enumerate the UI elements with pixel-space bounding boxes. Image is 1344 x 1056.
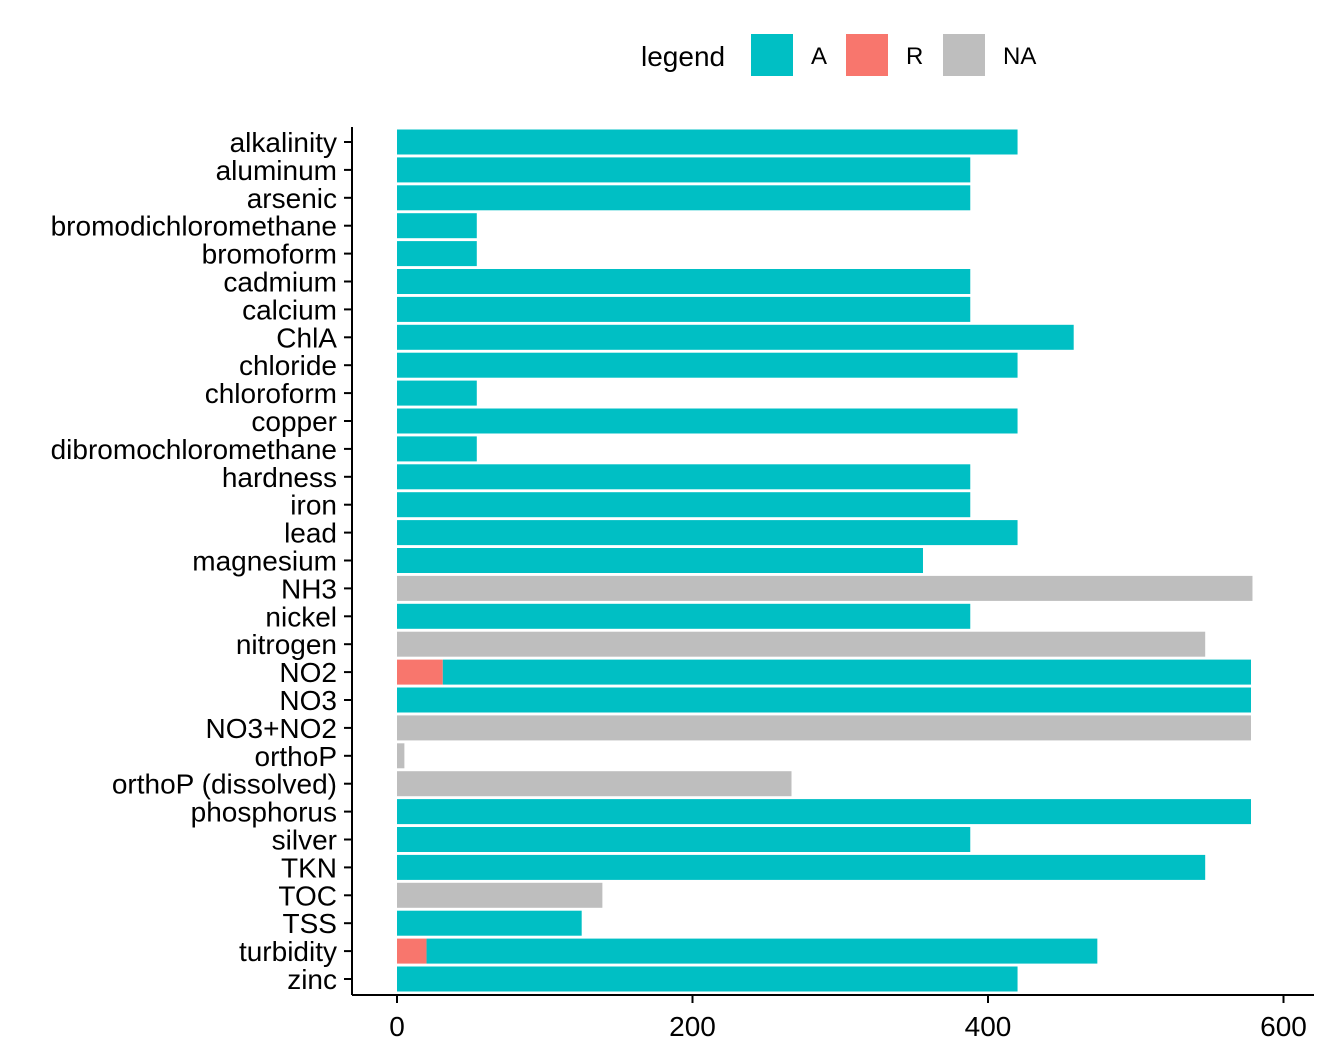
bar-orthop-na — [397, 743, 405, 769]
y-tick-label: bromoform — [202, 239, 337, 270]
bar-calcium-a — [397, 296, 971, 322]
y-tick-label: zinc — [287, 964, 337, 995]
bar-alkalinity-a — [397, 129, 1018, 155]
bar-nitrogen-na — [397, 631, 1206, 657]
bar-bromodichloromethane-a — [397, 213, 477, 239]
legend-label-a: A — [811, 43, 827, 70]
y-tick-label: NO3+NO2 — [206, 713, 338, 744]
bar-no3-no2-na — [397, 715, 1251, 741]
y-tick-label: cadmium — [223, 267, 337, 298]
y-tick-label: iron — [290, 490, 337, 521]
y-tick-label: orthoP (dissolved) — [112, 769, 337, 800]
y-tick-label: phosphorus — [191, 797, 337, 828]
x-tick-label: 0 — [389, 1011, 405, 1042]
y-tick-label: copper — [251, 406, 337, 437]
bar-copper-a — [397, 408, 1018, 434]
y-tick-label: aluminum — [216, 155, 337, 186]
bar-cadmium-a — [397, 269, 971, 294]
x-tick-label: 600 — [1260, 1011, 1307, 1042]
y-axis: alkalinityaluminumarsenicbromodichlorome… — [51, 127, 353, 995]
y-tick-label: arsenic — [247, 183, 337, 214]
legend-label-na: NA — [1003, 43, 1036, 70]
y-tick-label: turbidity — [239, 936, 337, 967]
bar-tkn-a — [397, 854, 1206, 880]
bar-phosphorus-a — [397, 799, 1251, 825]
y-tick-label: dibromochloromethane — [51, 434, 337, 465]
bar-no3-a — [397, 687, 1251, 713]
bar-nickel-a — [397, 603, 971, 629]
bar-silver-a — [397, 827, 971, 852]
legend-key-a — [751, 34, 793, 76]
y-tick-label: magnesium — [192, 546, 337, 577]
bar-turbidity-r — [397, 938, 427, 964]
x-axis: 0 200 400 600 — [352, 994, 1314, 1042]
bar-zinc-a — [397, 966, 1018, 992]
y-tick-label: TOC — [278, 880, 337, 911]
y-tick-label: TSS — [283, 908, 337, 939]
bar-tss-a — [397, 910, 582, 936]
y-tick-label: bromodichloromethane — [51, 211, 337, 242]
x-tick-label: 200 — [669, 1011, 716, 1042]
bar-turbidity-a — [426, 938, 1098, 964]
bar-orthop-dissolved-na — [397, 771, 792, 797]
y-tick-label: chloride — [239, 350, 337, 381]
legend: legend A R NA — [641, 34, 1036, 76]
y-tick-label: ChlA — [276, 322, 337, 353]
y-tick-label: NO2 — [279, 657, 337, 688]
y-tick-label: silver — [272, 825, 337, 856]
bar-chloride-a — [397, 352, 1018, 378]
bar-chla-a — [397, 324, 1074, 350]
y-tick-label: nickel — [265, 601, 337, 632]
legend-label-r: R — [906, 43, 923, 70]
bar-aluminum-a — [397, 157, 971, 183]
bar-toc-na — [397, 882, 603, 908]
bar-no2-r — [397, 659, 443, 685]
bar-hardness-a — [397, 464, 971, 490]
y-tick-label: alkalinity — [230, 127, 337, 158]
bar-nh3-na — [397, 575, 1253, 601]
x-tick-label: 400 — [965, 1011, 1012, 1042]
legend-key-r — [846, 34, 888, 76]
y-tick-label: TKN — [281, 852, 337, 883]
bar-arsenic-a — [397, 185, 971, 211]
y-tick-label: chloroform — [205, 378, 337, 409]
y-tick-label: hardness — [222, 462, 337, 493]
y-tick-label: lead — [284, 518, 337, 549]
y-tick-label: calcium — [242, 294, 337, 325]
bar-iron-a — [397, 492, 971, 518]
y-tick-label: orthoP — [255, 741, 338, 772]
bar-chloroform-a — [397, 380, 477, 406]
legend-key-na — [943, 34, 985, 76]
y-tick-label: nitrogen — [236, 629, 337, 660]
bar-lead-a — [397, 520, 1018, 546]
bar-no2-a — [442, 659, 1251, 685]
bar-bromoform-a — [397, 241, 477, 267]
legend-title: legend — [641, 41, 725, 72]
bars — [397, 129, 1253, 992]
y-tick-label: NH3 — [281, 573, 337, 604]
bar-magnesium-a — [397, 548, 923, 573]
bar-dibromochloromethane-a — [397, 436, 477, 462]
y-tick-label: NO3 — [279, 685, 337, 716]
